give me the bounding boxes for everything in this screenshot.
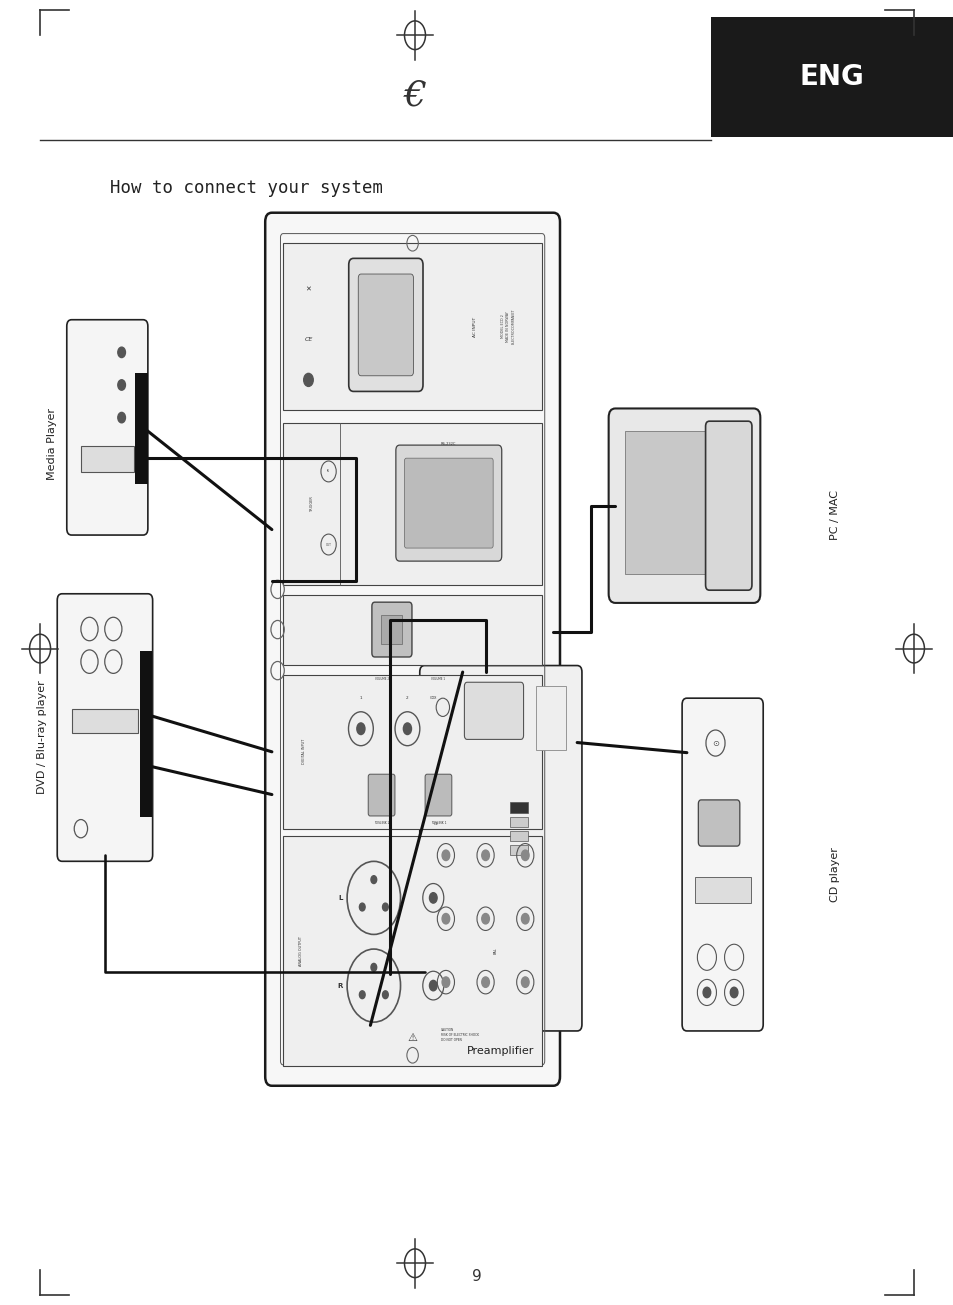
Bar xyxy=(283,243,541,410)
Circle shape xyxy=(402,722,412,735)
FancyBboxPatch shape xyxy=(705,422,751,590)
Circle shape xyxy=(359,990,365,998)
Text: ANALOG OUTPUT: ANALOG OUTPUT xyxy=(299,936,303,966)
Bar xyxy=(283,675,541,829)
FancyBboxPatch shape xyxy=(425,774,452,816)
Text: ✕: ✕ xyxy=(305,287,311,292)
Bar xyxy=(283,835,541,1066)
Text: ⊙: ⊙ xyxy=(711,739,719,748)
Text: DIGITAL INPUT: DIGITAL INPUT xyxy=(302,739,306,765)
FancyBboxPatch shape xyxy=(368,774,395,816)
Circle shape xyxy=(382,990,388,998)
Text: DVD / Blu-ray player: DVD / Blu-ray player xyxy=(37,680,47,795)
Text: CE: CE xyxy=(434,822,439,826)
Text: €: € xyxy=(403,78,426,112)
Bar xyxy=(694,877,750,903)
Bar xyxy=(510,831,528,842)
Text: CD player: CD player xyxy=(829,847,839,902)
Text: ⚠: ⚠ xyxy=(407,1032,417,1043)
Circle shape xyxy=(355,722,365,735)
Text: PC / MAC: PC / MAC xyxy=(829,491,839,540)
Circle shape xyxy=(702,988,710,997)
Bar xyxy=(283,423,541,585)
Bar xyxy=(624,431,743,574)
Circle shape xyxy=(429,893,436,903)
Text: BAL: BAL xyxy=(493,947,497,954)
Circle shape xyxy=(521,977,529,988)
Circle shape xyxy=(441,850,449,860)
Text: TOSLINK 2: TOSLINK 2 xyxy=(374,821,389,825)
Circle shape xyxy=(481,850,489,860)
Text: REMOTE CONTROL: REMOTE CONTROL xyxy=(355,487,360,521)
FancyBboxPatch shape xyxy=(681,698,762,1031)
Text: IN: IN xyxy=(327,470,330,474)
Circle shape xyxy=(729,988,737,997)
FancyBboxPatch shape xyxy=(395,445,501,561)
Circle shape xyxy=(441,977,449,988)
FancyBboxPatch shape xyxy=(419,666,581,1031)
FancyBboxPatch shape xyxy=(265,213,559,1086)
Text: How to connect your system: How to connect your system xyxy=(110,179,382,197)
Text: AC INPUT: AC INPUT xyxy=(472,317,476,337)
FancyBboxPatch shape xyxy=(349,258,422,392)
Circle shape xyxy=(118,347,126,358)
Text: MODEL ECD 2
MADE IN NORWAY
ELECTROCOMPANIET: MODEL ECD 2 MADE IN NORWAY ELECTROCOMPAN… xyxy=(501,309,515,345)
Bar xyxy=(134,373,148,484)
Circle shape xyxy=(521,913,529,924)
Bar xyxy=(140,651,152,817)
Text: Preamplifier: Preamplifier xyxy=(467,1045,534,1056)
Circle shape xyxy=(481,913,489,924)
Circle shape xyxy=(429,980,436,990)
Bar xyxy=(71,709,138,732)
Text: ENG: ENG xyxy=(800,63,863,91)
FancyBboxPatch shape xyxy=(404,458,493,548)
Circle shape xyxy=(521,850,529,860)
FancyBboxPatch shape xyxy=(372,602,412,656)
Text: CAUTION
RISK OF ELECTRIC SHOCK
DO NOT OPEN: CAUTION RISK OF ELECTRIC SHOCK DO NOT OP… xyxy=(440,1028,478,1041)
Text: Media Player: Media Player xyxy=(48,407,57,480)
Text: 2: 2 xyxy=(406,696,408,699)
Text: TOSLINK 1: TOSLINK 1 xyxy=(430,821,446,825)
Circle shape xyxy=(441,913,449,924)
Bar xyxy=(510,844,528,855)
Bar xyxy=(510,817,528,827)
Text: L: L xyxy=(337,895,342,900)
Circle shape xyxy=(481,977,489,988)
FancyBboxPatch shape xyxy=(67,320,148,535)
Text: VOLUME 2: VOLUME 2 xyxy=(375,677,388,681)
Bar xyxy=(283,595,541,664)
Bar xyxy=(710,17,953,137)
Text: VOLUME 1: VOLUME 1 xyxy=(431,677,445,681)
Circle shape xyxy=(371,876,376,883)
Bar xyxy=(81,446,133,472)
FancyBboxPatch shape xyxy=(464,683,523,740)
Bar xyxy=(381,615,402,643)
Circle shape xyxy=(118,380,126,390)
Text: CE: CE xyxy=(304,338,313,342)
Text: 1: 1 xyxy=(359,696,362,699)
Text: R: R xyxy=(337,983,342,989)
Circle shape xyxy=(359,903,365,911)
Bar xyxy=(510,803,528,813)
FancyBboxPatch shape xyxy=(608,408,760,603)
FancyBboxPatch shape xyxy=(57,594,152,861)
Text: RS-232C: RS-232C xyxy=(440,442,456,446)
Circle shape xyxy=(371,963,376,971)
Circle shape xyxy=(382,903,388,911)
Circle shape xyxy=(118,412,126,423)
Bar xyxy=(536,686,566,749)
Text: 9: 9 xyxy=(472,1268,481,1284)
FancyBboxPatch shape xyxy=(358,274,413,376)
FancyBboxPatch shape xyxy=(698,800,740,846)
Text: COX: COX xyxy=(429,696,436,699)
Circle shape xyxy=(303,373,313,386)
Text: OUT: OUT xyxy=(325,543,332,547)
Text: TRIGGER: TRIGGER xyxy=(310,496,314,512)
